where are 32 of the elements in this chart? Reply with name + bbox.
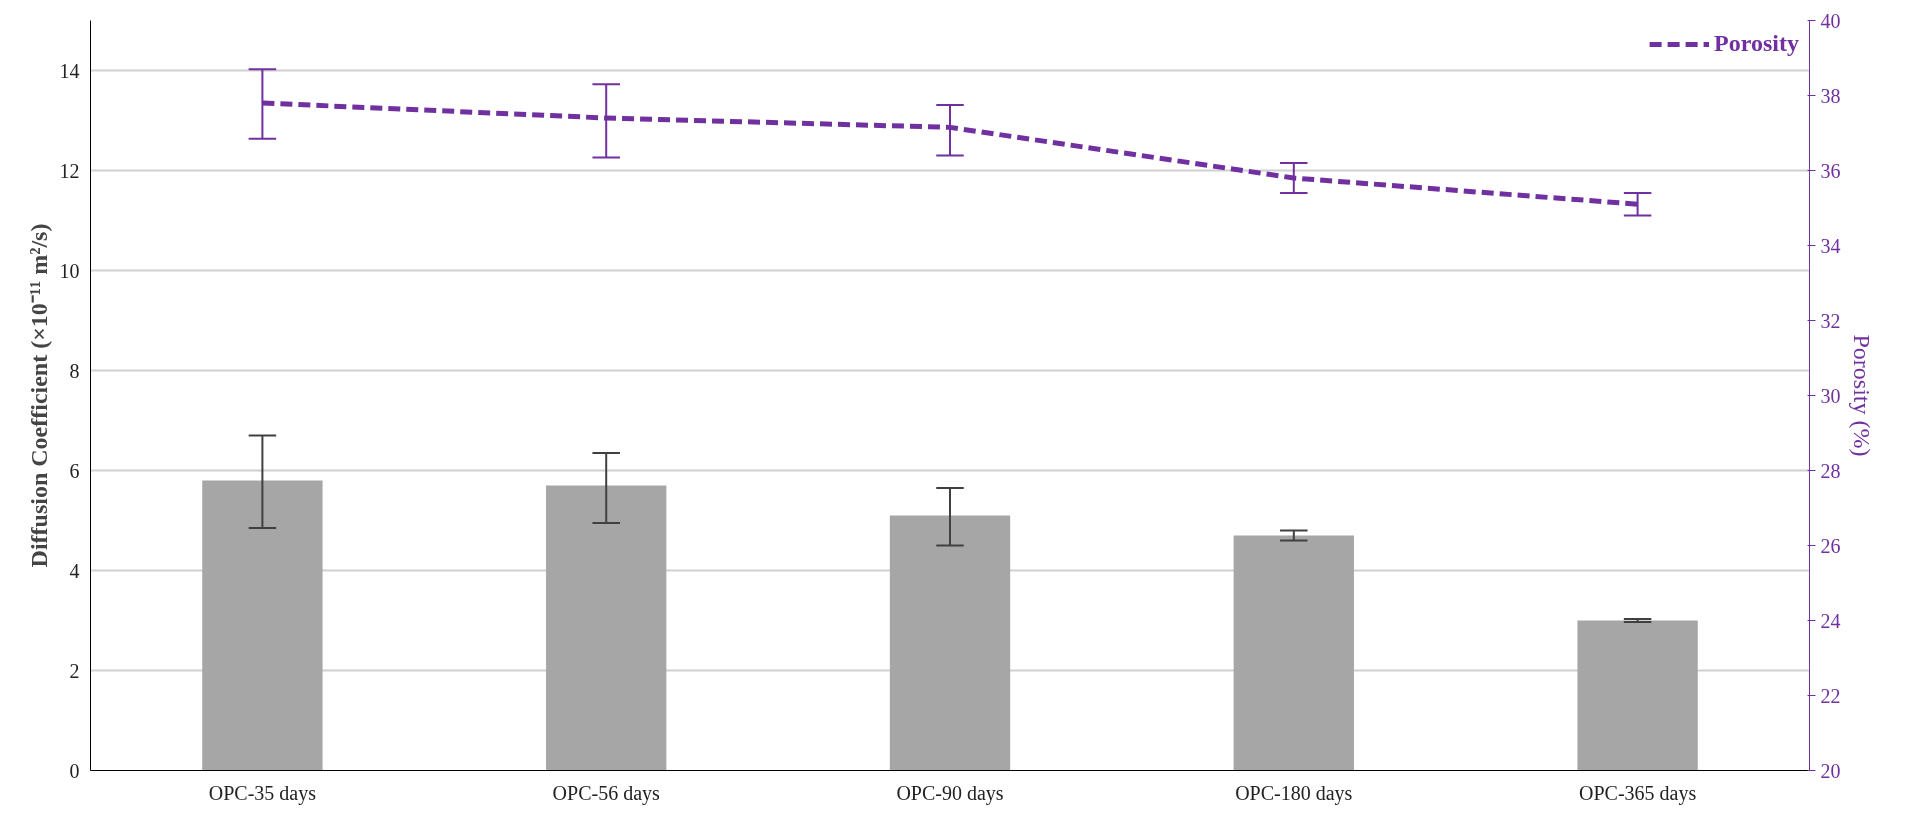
y2-axis-title: Porosity (%) — [1848, 334, 1875, 457]
y2-tick-label: 28 — [1820, 459, 1841, 482]
x-tick-label: OPC-365 days — [1578, 781, 1697, 805]
y2-tick-label: 32 — [1820, 309, 1841, 332]
y-tick-label: 10 — [59, 259, 80, 282]
y-axis-title: Diffusion Coefficient (×10⁻¹¹ m²/s) — [25, 223, 52, 568]
y2-tick-label: 30 — [1820, 384, 1841, 407]
y-tick-label: 8 — [69, 359, 80, 382]
bar — [1233, 535, 1354, 771]
y-tick-label: 12 — [59, 159, 80, 182]
y-tick-label: 6 — [69, 459, 80, 482]
bar — [202, 480, 323, 771]
x-tick-label: OPC-35 days — [208, 781, 317, 805]
y2-tick-label: 38 — [1820, 84, 1841, 107]
bar — [889, 515, 1011, 771]
x-tick-label: OPC-90 days — [896, 781, 1004, 805]
y2-tick-label: 22 — [1820, 684, 1841, 707]
y-tick-label: 0 — [69, 759, 80, 782]
y2-tick-label: 34 — [1820, 234, 1841, 257]
bar — [1577, 620, 1698, 771]
bar — [546, 485, 667, 771]
y-tick-label: 14 — [59, 59, 80, 82]
y-tick-label: 2 — [69, 659, 80, 682]
x-tick-label: OPC-56 days — [552, 781, 661, 805]
x-tick-label: OPC-180 days — [1235, 781, 1353, 805]
y2-tick-label: 24 — [1820, 609, 1841, 632]
legend-label: Porosity — [1714, 30, 1799, 57]
y2-tick-label: 26 — [1820, 534, 1841, 557]
y-tick-label: 4 — [69, 559, 80, 582]
y2-tick-label: 36 — [1820, 159, 1841, 182]
y2-tick-label: 40 — [1820, 9, 1841, 32]
y2-tick-label: 20 — [1820, 759, 1841, 782]
